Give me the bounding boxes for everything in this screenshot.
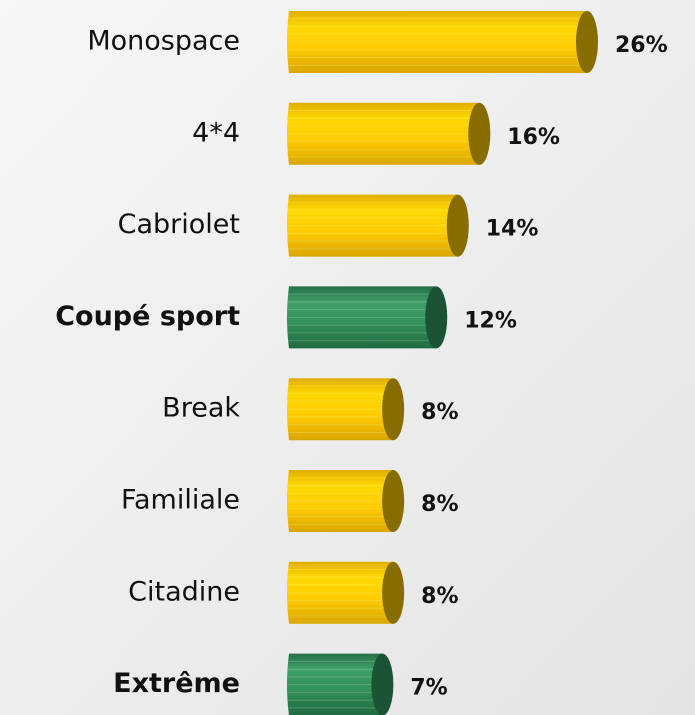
bar-cap: [382, 561, 405, 624]
bar: [287, 470, 394, 532]
value-label: 8%: [421, 400, 458, 425]
bar: [287, 286, 437, 349]
bar: [287, 194, 458, 257]
category-label: Coupé sport: [55, 301, 240, 332]
bar-cap: [468, 102, 491, 165]
value-label: 26%: [615, 33, 668, 58]
bar-cap: [382, 378, 405, 441]
value-label: 7%: [410, 676, 447, 701]
value-label: 14%: [486, 217, 539, 242]
category-label: Familiale: [121, 485, 240, 516]
category-label: Break: [162, 393, 240, 424]
bar: [287, 378, 394, 441]
bar: [287, 561, 394, 624]
value-label: 8%: [421, 584, 458, 609]
bar: [287, 653, 383, 715]
category-label: Extrême: [113, 668, 240, 699]
bar-cap: [371, 653, 394, 715]
bar: [287, 11, 587, 73]
bar-cap: [446, 194, 469, 257]
bar-cap: [576, 11, 598, 73]
category-label: Citadine: [128, 576, 240, 607]
category-label: 4*4: [192, 117, 240, 148]
category-label: Cabriolet: [118, 209, 240, 240]
value-label: 8%: [421, 492, 458, 517]
bar: [287, 102, 480, 165]
value-label: 12%: [464, 308, 517, 333]
category-label: Monospace: [87, 26, 240, 57]
bar-cap: [425, 286, 448, 349]
bar-cap: [382, 470, 405, 532]
value-label: 16%: [507, 125, 560, 150]
